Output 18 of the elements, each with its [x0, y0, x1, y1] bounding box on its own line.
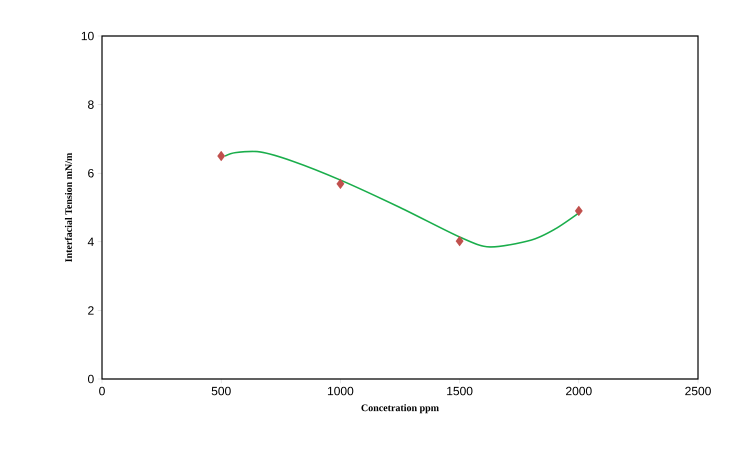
point: [336, 178, 344, 190]
x-tick-label: 1500: [447, 386, 472, 396]
y-tick-label: 4: [88, 238, 94, 246]
x-tick-label: 2000: [566, 386, 592, 396]
point: [456, 236, 464, 246]
x-tick-label: 1000: [328, 386, 354, 396]
x-tick-label: 0: [99, 386, 105, 396]
y-tick-label: 0: [88, 374, 94, 384]
x-axis-title: Concetration ppm: [361, 404, 439, 414]
point: [574, 206, 583, 216]
x-tick-label: 2500: [685, 386, 711, 396]
point: [217, 150, 226, 162]
x-tick-label: 500: [212, 386, 231, 396]
y-axis-title: Interfacial Tension mN/m: [64, 152, 72, 262]
y-tick-label: 8: [88, 100, 94, 109]
y-tick-label: 10: [82, 32, 94, 40]
y-tick-label: 6: [88, 168, 94, 178]
y-tick-label: 2: [88, 306, 94, 315]
